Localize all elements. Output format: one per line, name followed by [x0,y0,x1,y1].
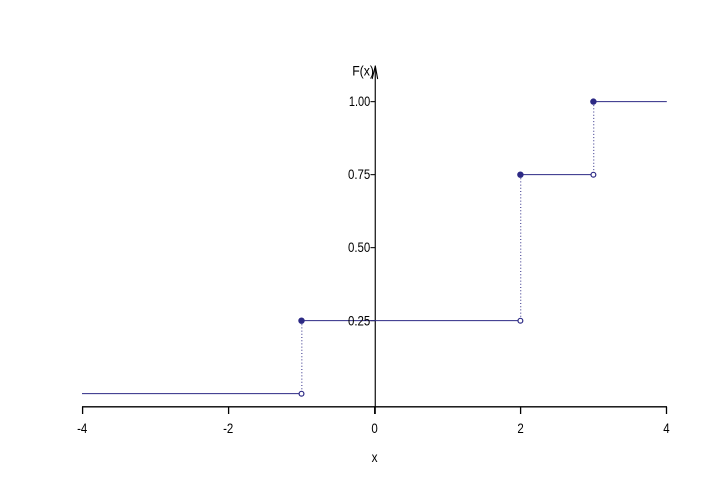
svg-text:0: 0 [371,420,378,436]
svg-text:F(x): F(x) [352,62,374,78]
svg-text:4: 4 [663,420,670,436]
svg-text:2: 2 [517,420,524,436]
svg-text:x: x [372,449,378,465]
svg-text:0.75: 0.75 [348,166,370,182]
svg-text:0.25: 0.25 [348,312,370,328]
svg-text:1.00: 1.00 [349,93,371,109]
svg-text:-4: -4 [77,420,87,436]
svg-text:-2: -2 [223,420,233,436]
svg-text:0.50: 0.50 [348,239,370,255]
